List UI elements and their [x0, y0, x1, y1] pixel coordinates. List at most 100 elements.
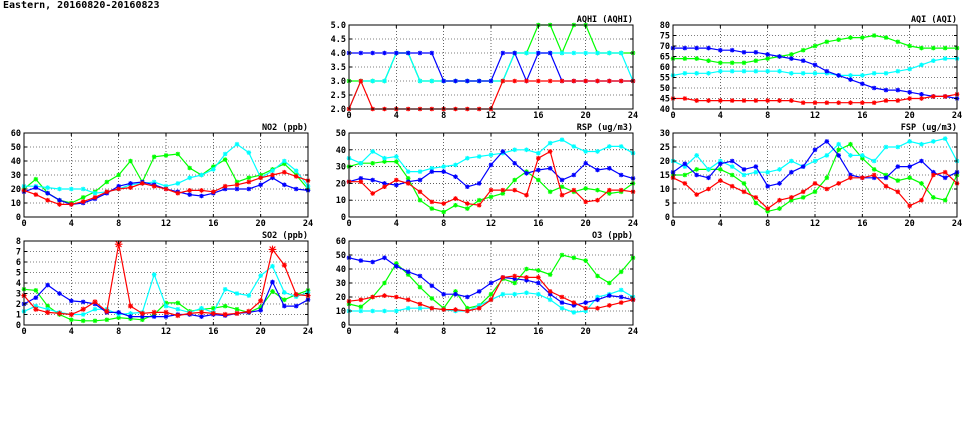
data-point	[942, 45, 948, 51]
chart-title: RSP (ug/m3)	[577, 123, 633, 133]
data-point	[765, 68, 770, 74]
data-point	[441, 169, 446, 174]
data-point	[382, 255, 387, 261]
x-tick-label: 20	[256, 327, 266, 337]
x-tick-label: 24	[628, 219, 638, 229]
data-point	[559, 137, 565, 143]
data-point	[547, 297, 553, 303]
data-point	[234, 306, 240, 312]
data-point	[800, 47, 806, 53]
data-point	[394, 154, 399, 159]
y-tick-label: 40	[660, 105, 670, 115]
y-tick-label: 6	[16, 258, 21, 268]
data-point	[777, 181, 782, 186]
y-tick-label: 75	[660, 32, 670, 42]
x-tick-label: 20	[905, 111, 915, 121]
data-point	[234, 310, 240, 317]
data-point	[824, 175, 830, 181]
data-point	[453, 307, 458, 312]
data-point	[682, 45, 688, 51]
data-point	[618, 294, 624, 300]
data-point	[694, 71, 699, 76]
data-point	[258, 182, 263, 188]
x-tick-label: 16	[857, 111, 867, 121]
data-point	[800, 100, 806, 105]
x-tick-label: 12	[810, 111, 820, 121]
data-point	[92, 299, 98, 305]
data-point	[524, 171, 529, 176]
data-point	[871, 33, 877, 38]
chart-title: AQHI (AQHI)	[577, 15, 633, 25]
data-point	[417, 189, 423, 195]
data-point	[453, 291, 458, 297]
data-point	[512, 276, 517, 282]
data-point	[718, 161, 723, 167]
data-point	[595, 78, 600, 84]
x-tick-label: 24	[952, 219, 962, 229]
data-point	[547, 272, 553, 277]
data-point	[417, 305, 423, 311]
data-point	[789, 98, 794, 103]
y-tick-label: 60	[660, 63, 670, 73]
data-point	[394, 159, 399, 164]
data-point	[45, 282, 50, 288]
data-point	[394, 50, 399, 56]
data-point	[33, 176, 39, 182]
data-point	[800, 58, 806, 63]
data-point	[729, 158, 735, 164]
data-point	[883, 71, 889, 76]
data-point	[163, 309, 169, 315]
data-point	[211, 189, 216, 195]
data-point	[789, 197, 794, 203]
y-tick-label: 2	[16, 300, 21, 310]
page-title: Eastern, 20160820-20160823	[3, 0, 160, 11]
data-point	[860, 155, 865, 161]
data-point	[848, 100, 853, 105]
data-point	[777, 206, 782, 211]
data-point	[199, 188, 204, 193]
data-point	[595, 167, 600, 173]
data-point	[583, 78, 588, 84]
data-point	[583, 199, 588, 205]
data-point	[883, 87, 889, 93]
data-point	[116, 186, 121, 192]
data-point	[595, 187, 600, 193]
data-point	[57, 202, 62, 207]
data-point	[812, 43, 818, 49]
x-tick-label: 24	[628, 327, 638, 337]
data-point	[765, 183, 770, 189]
data-point	[512, 147, 517, 153]
data-point	[895, 98, 901, 103]
y-tick-label: 30	[11, 171, 21, 181]
data-point	[453, 202, 458, 208]
y-tick-label: 0	[341, 213, 346, 223]
data-point	[465, 206, 470, 211]
x-tick-label: 0	[21, 327, 26, 337]
data-point	[607, 165, 612, 171]
data-point	[151, 314, 157, 319]
y-tick-label: 65	[660, 53, 670, 63]
data-point	[476, 154, 482, 159]
data-point	[512, 280, 517, 286]
data-point	[151, 154, 157, 160]
data-point	[382, 181, 387, 186]
x-tick-label: 16	[533, 219, 543, 229]
data-point	[595, 297, 600, 303]
data-point	[222, 311, 228, 318]
data-point	[175, 181, 181, 186]
data-point	[694, 98, 699, 103]
chart-title: O3 (ppb)	[592, 231, 633, 241]
data-point	[476, 181, 482, 186]
data-point	[729, 68, 735, 74]
x-tick-label: 16	[208, 219, 218, 229]
data-point	[163, 153, 169, 158]
data-point	[895, 68, 901, 74]
y-tick-label: 45	[660, 95, 670, 105]
y-tick-label: 60	[336, 237, 346, 247]
y-tick-label: 40	[336, 265, 346, 275]
data-point	[222, 183, 228, 189]
y-tick-label: 60	[11, 129, 21, 139]
data-point	[163, 314, 169, 319]
y-tick-label: 30	[660, 129, 670, 139]
data-point	[812, 62, 818, 68]
